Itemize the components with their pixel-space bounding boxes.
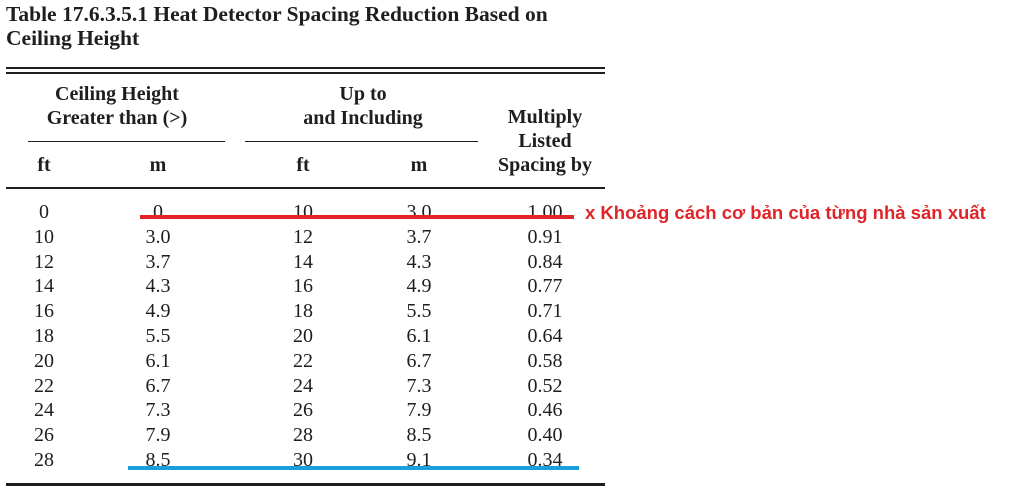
cell-ft-upto: 22 xyxy=(293,349,313,372)
cell-m-upto: 7.9 xyxy=(406,399,432,422)
cell-m-upto: 3.0 xyxy=(406,201,432,223)
cell-multiplier: 0.77 xyxy=(527,275,563,298)
unit-ft-upto: ft xyxy=(296,154,310,176)
cell-multiplier: 0.46 xyxy=(527,399,563,422)
table-row: 26 7.9 28 8.5 0.40 xyxy=(0,423,620,448)
cell-ft-upto: 28 xyxy=(293,424,313,447)
cell-ft-greater: 12 xyxy=(34,250,54,273)
header-divider-right xyxy=(245,141,478,143)
cell-m-upto: 8.5 xyxy=(406,424,432,447)
cell-ft-greater: 0 xyxy=(39,201,49,223)
cell-ft-upto: 14 xyxy=(293,250,313,273)
cell-m-upto: 7.3 xyxy=(406,374,432,397)
header-greater-than: Ceiling Height Greater than (>) xyxy=(46,83,188,129)
table-row: 16 4.9 18 5.5 0.71 xyxy=(0,299,620,324)
unit-m-greater: m xyxy=(149,154,167,176)
cell-m-greater: 3.7 xyxy=(145,250,171,273)
cell-m-greater: 6.1 xyxy=(145,349,171,372)
header-multiply: Multiply Listed Spacing by xyxy=(498,106,592,176)
cell-ft-upto: 16 xyxy=(293,275,313,298)
cell-ft-upto: 26 xyxy=(293,399,313,422)
red-underline-marker xyxy=(140,215,574,219)
cell-m-upto: 6.1 xyxy=(406,325,432,347)
top-rule-2 xyxy=(6,72,605,74)
cell-ft-upto: 10 xyxy=(293,201,313,223)
cell-m-greater: 4.3 xyxy=(145,275,171,298)
cell-m-greater: 4.9 xyxy=(145,300,171,323)
cell-multiplier: 0.84 xyxy=(527,250,563,273)
top-rule-1 xyxy=(6,67,605,69)
cell-multiplier: 0.91 xyxy=(527,225,563,248)
cell-m-upto: 6.7 xyxy=(406,349,432,372)
cell-m-upto: 9.1 xyxy=(406,449,432,471)
header-bottom-rule xyxy=(6,187,605,189)
cell-ft-greater: 10 xyxy=(34,225,54,248)
table-title-line2: Ceiling Height xyxy=(6,26,140,50)
cell-ft-upto: 24 xyxy=(293,374,313,397)
cell-ft-upto: 30 xyxy=(293,449,313,471)
annotation-note: x Khoảng cách cơ bản của từng nhà sản xu… xyxy=(585,202,986,223)
cell-ft-greater: 14 xyxy=(34,275,54,298)
unit-m-upto: m xyxy=(410,154,428,176)
table-row: 28 8.5 30 9.1 0.34 xyxy=(0,448,620,473)
cell-m-greater: 0 xyxy=(153,201,163,223)
cell-ft-greater: 16 xyxy=(34,300,54,323)
cell-ft-upto: 20 xyxy=(293,325,313,347)
cell-m-greater: 6.7 xyxy=(145,374,171,397)
cell-m-greater: 3.0 xyxy=(145,225,171,248)
unit-ft-greater: ft xyxy=(37,154,51,176)
cell-ft-greater: 22 xyxy=(34,374,54,397)
table-bottom-rule xyxy=(6,483,605,486)
table-row: 12 3.7 14 4.3 0.84 xyxy=(0,250,620,275)
cell-multiplier: 0.64 xyxy=(527,325,563,347)
table-title-line1: Table 17.6.3.5.1 Heat Detector Spacing R… xyxy=(6,2,548,26)
blue-underline-marker xyxy=(128,466,579,470)
cell-m-greater: 7.3 xyxy=(145,399,171,422)
cell-multiplier: 0.52 xyxy=(527,374,563,397)
cell-multiplier: 0.58 xyxy=(527,349,563,372)
cell-multiplier: 1.00 xyxy=(527,201,563,223)
table-row: 18 5.5 20 6.1 0.64 xyxy=(0,324,620,349)
cell-m-greater: 5.5 xyxy=(145,325,171,347)
cell-ft-upto: 18 xyxy=(293,300,313,323)
cell-ft-greater: 18 xyxy=(34,325,54,347)
table-row: 14 4.3 16 4.9 0.77 xyxy=(0,274,620,299)
cell-ft-greater: 24 xyxy=(34,399,54,422)
cell-m-upto: 4.9 xyxy=(406,275,432,298)
cell-multiplier: 0.71 xyxy=(527,300,563,323)
cell-m-greater: 8.5 xyxy=(145,449,171,471)
table-row: 22 6.7 24 7.3 0.52 xyxy=(0,374,620,399)
cell-multiplier: 0.34 xyxy=(527,449,563,471)
cell-ft-greater: 28 xyxy=(34,449,54,471)
cell-ft-greater: 26 xyxy=(34,424,54,447)
cell-ft-greater: 20 xyxy=(34,349,54,372)
header-up-to: Up to and Including xyxy=(303,83,423,129)
cell-multiplier: 0.40 xyxy=(527,424,563,447)
cell-m-upto: 5.5 xyxy=(406,300,432,323)
cell-ft-upto: 12 xyxy=(293,225,313,248)
table-row: 10 3.0 12 3.7 0.91 xyxy=(0,225,620,250)
table-row: 24 7.3 26 7.9 0.46 xyxy=(0,398,620,423)
table-row: 20 6.1 22 6.7 0.58 xyxy=(0,349,620,374)
cell-m-upto: 3.7 xyxy=(406,225,432,248)
header-divider-left xyxy=(28,141,225,143)
table-row: 0 0 10 3.0 1.00 xyxy=(0,200,620,225)
cell-m-greater: 7.9 xyxy=(145,424,171,447)
cell-m-upto: 4.3 xyxy=(406,250,432,273)
table-title: Table 17.6.3.5.1 Heat Detector Spacing R… xyxy=(6,2,548,50)
